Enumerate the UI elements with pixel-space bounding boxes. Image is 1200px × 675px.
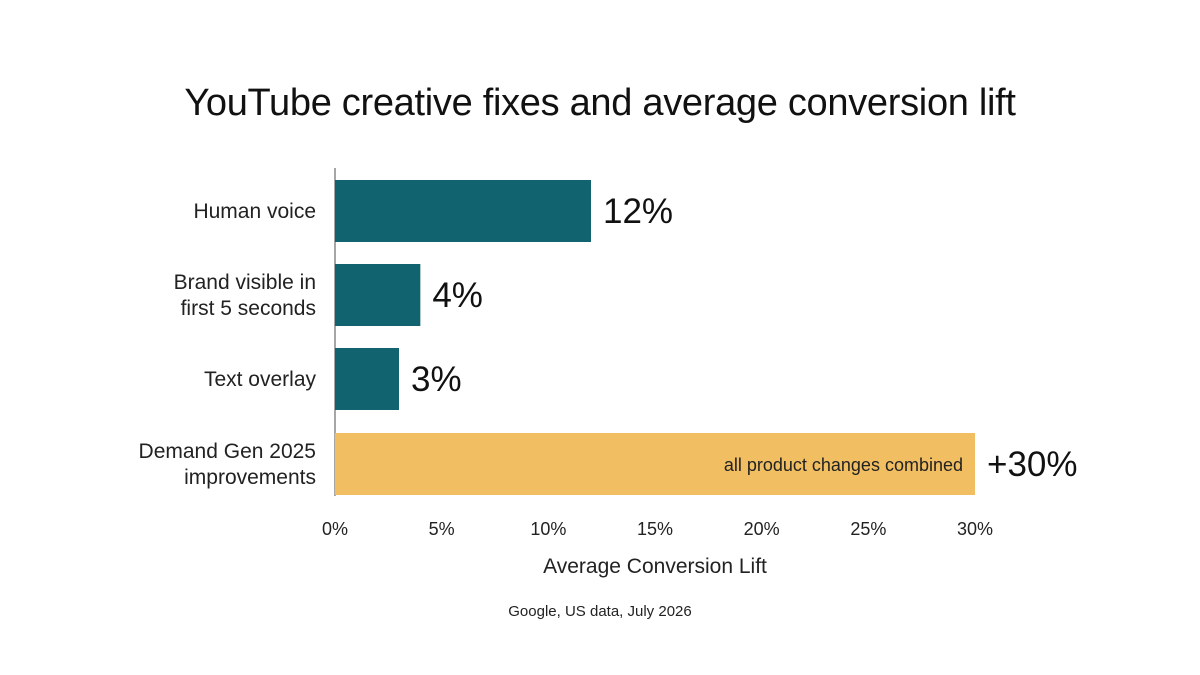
category-label: Demand Gen 2025 improvements xyxy=(139,440,316,489)
category-label: Brand visible in first 5 seconds xyxy=(174,271,316,320)
x-axis-title: Average Conversion Lift xyxy=(543,555,767,578)
bar xyxy=(335,264,421,326)
x-tick-label: 20% xyxy=(744,519,780,539)
x-tick-label: 30% xyxy=(957,519,993,539)
bar xyxy=(335,433,975,495)
source-note: Google, US data, July 2026 xyxy=(508,603,692,620)
value-label: 3% xyxy=(411,360,462,399)
x-tick-label: 5% xyxy=(429,519,455,539)
value-label: 4% xyxy=(432,276,483,315)
bar xyxy=(335,180,591,242)
x-tick-label: 25% xyxy=(850,519,886,539)
x-tick-label: 15% xyxy=(637,519,673,539)
bar-inner-label: all product changes combined xyxy=(724,455,963,475)
chart-title: YouTube creative fixes and average conve… xyxy=(184,82,1016,124)
x-tick-label: 0% xyxy=(322,519,348,539)
category-label: Text overlay xyxy=(204,368,317,391)
value-label: +30% xyxy=(987,445,1078,484)
category-label: Human voice xyxy=(193,200,316,223)
value-label: 12% xyxy=(603,192,673,231)
x-tick-label: 10% xyxy=(530,519,566,539)
bar xyxy=(335,348,399,410)
